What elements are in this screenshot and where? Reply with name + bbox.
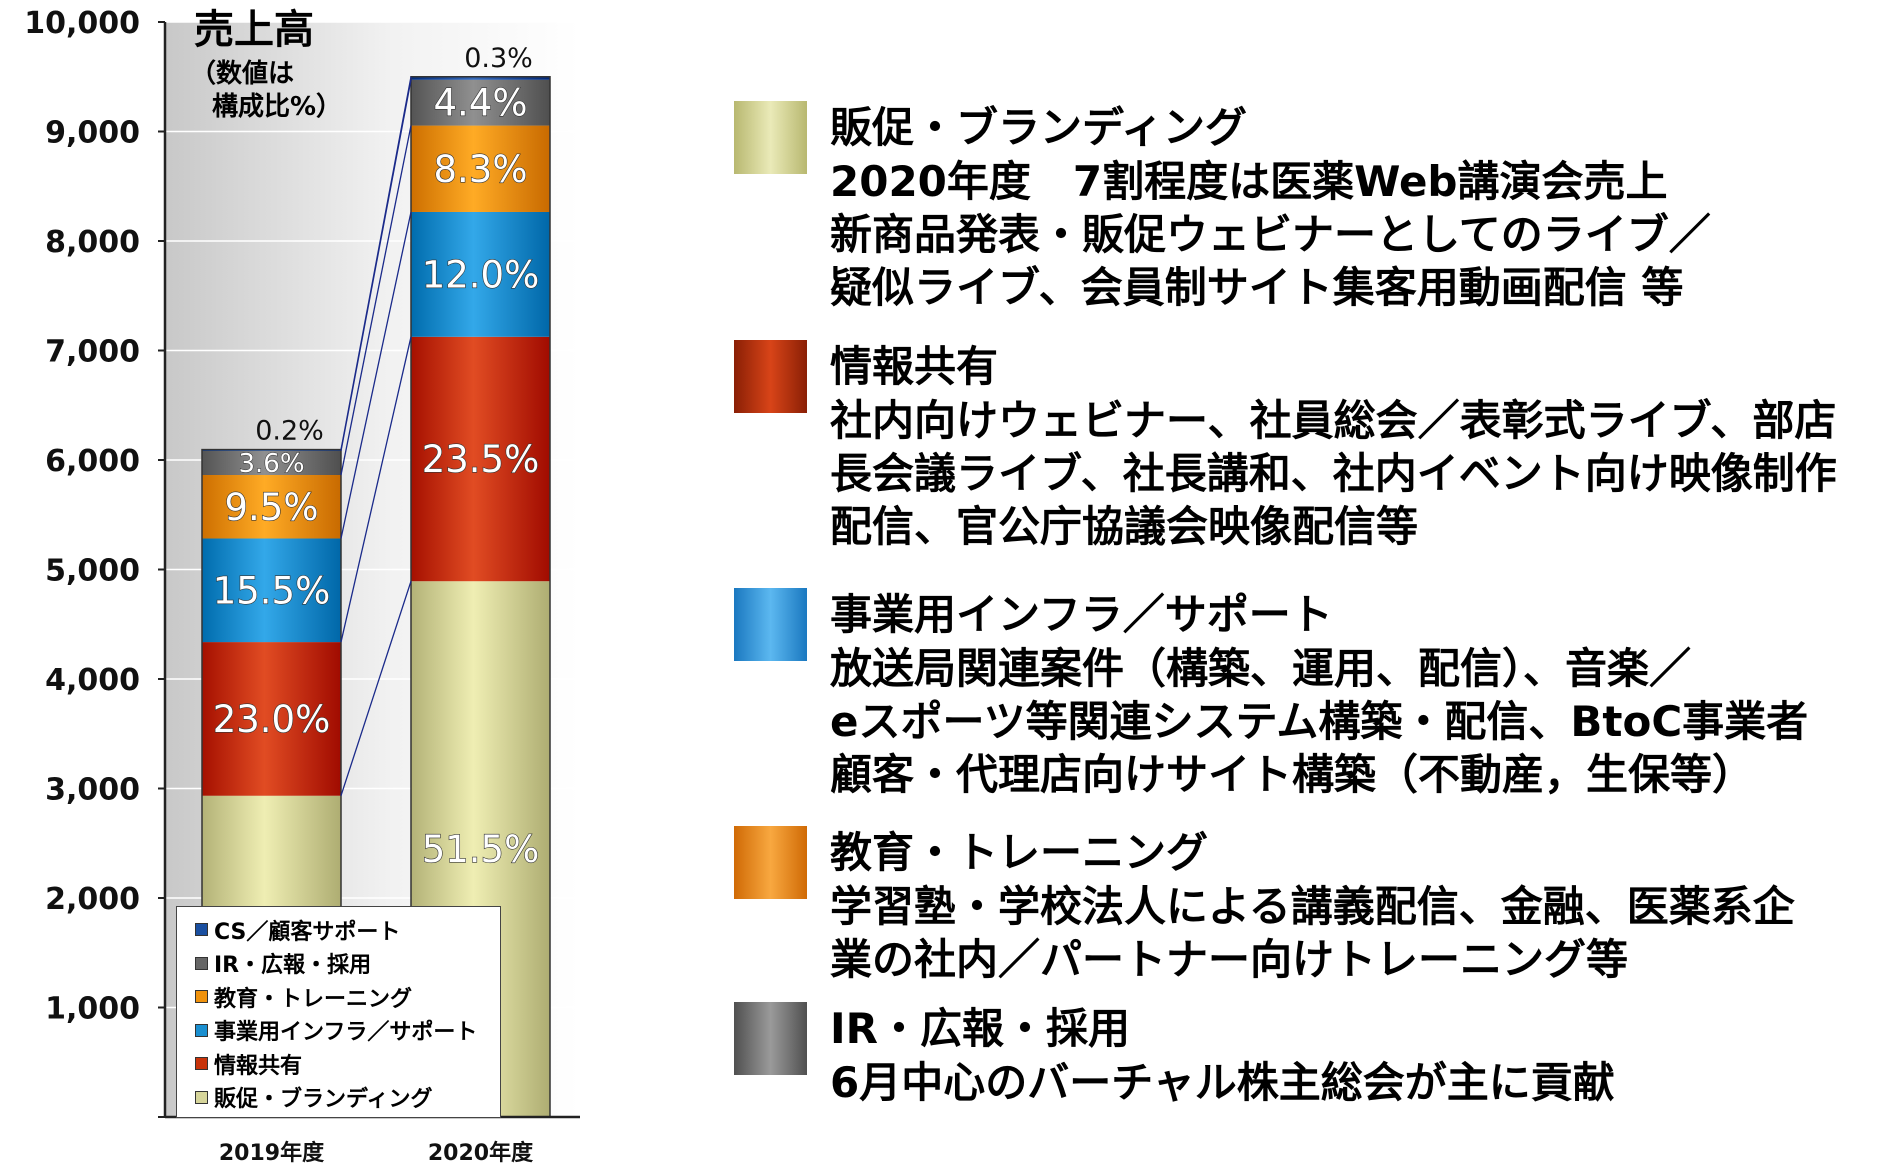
legend-label: IR・広報・採用 bbox=[214, 953, 372, 979]
category-text: 情報共有 社内向けウェビナー、社員総会／表彰式ライブ、部店 長会議ライブ、社長講… bbox=[830, 340, 1890, 553]
category-descriptions: 販促・ブランディング 2020年度 7割程度は医薬Web講演会売上 新商品発表・… bbox=[734, 0, 1894, 1169]
legend-label: 事業用インフラ／サポート bbox=[214, 1020, 478, 1046]
category-text: 事業用インフラ／サポート 放送局関連案件（構築、運用、配信）、音楽／ eスポーツ… bbox=[830, 588, 1890, 801]
category-text: 販促・ブランディング 2020年度 7割程度は医薬Web講演会売上 新商品発表・… bbox=[830, 101, 1890, 314]
legend-swatch bbox=[195, 923, 208, 937]
category-swatch bbox=[734, 101, 807, 174]
category-detail: 6月中心のバーチャル株主総会が主に貢献 bbox=[830, 1056, 1890, 1109]
bar-segment bbox=[411, 336, 550, 582]
legend-label: 教育・トレーニング bbox=[214, 986, 413, 1012]
category-swatch bbox=[734, 826, 807, 899]
bar-segment bbox=[411, 76, 550, 80]
y-axis: 1,000 2,000 3,000 4,000 5,000 6,000 7,000 8,000… bbox=[24, 6, 580, 1166]
y-tick-label: 1,000 bbox=[45, 992, 140, 1027]
connector-line bbox=[340, 336, 412, 643]
legend-item: 情報共有 bbox=[195, 1047, 492, 1081]
bar-segment bbox=[202, 450, 341, 476]
connector-line bbox=[340, 211, 412, 539]
percent-label: 12.0% bbox=[422, 253, 540, 296]
y-tick-label: 10,000 bbox=[24, 6, 140, 41]
y-tick-label: 4,000 bbox=[45, 663, 140, 698]
legend-swatch bbox=[195, 956, 208, 970]
category-swatch bbox=[734, 1002, 807, 1075]
connector-line bbox=[340, 125, 412, 476]
y-tick-label: 8,000 bbox=[45, 225, 140, 260]
legend-swatch bbox=[195, 1057, 208, 1071]
percent-label: 3.6% bbox=[238, 449, 304, 479]
detail-line: eスポーツ等関連システム構築・配信、BtoC事業者 bbox=[830, 697, 1809, 746]
connector-line bbox=[340, 76, 412, 450]
connector-lines bbox=[340, 76, 412, 796]
category-swatch bbox=[734, 340, 807, 413]
category-title: 事業用インフラ／サポート bbox=[830, 590, 1333, 639]
legend-label: 情報共有 bbox=[214, 1053, 303, 1079]
detail-line: 新商品発表・販促ウェビナーとしてのライブ／ bbox=[830, 210, 1711, 259]
detail-line: 疑似ライブ、会員制サイト集客用動画配信 等 bbox=[830, 263, 1684, 312]
bar-segment bbox=[202, 642, 341, 796]
legend-swatch bbox=[195, 990, 208, 1004]
chart-legend: CS／顧客サポート IR・広報・採用 教育・トレーニング 事業用インフラ／サポー… bbox=[176, 906, 501, 1118]
legend-item: 事業用インフラ／サポート bbox=[195, 1014, 492, 1048]
chart-title: 売上高 bbox=[194, 7, 314, 53]
category-detail: 2020年度 7割程度は医薬Web講演会売上 新商品発表・販促ウェビナーとしての… bbox=[830, 155, 1890, 314]
category-detail: 放送局関連案件（構築、運用、配信）、音楽／ eスポーツ等関連システム構築・配信、… bbox=[830, 642, 1890, 801]
category-detail: 学習塾・学校法人による講義配信、金融、医薬系企 業の社内／パートナー向けトレーニ… bbox=[830, 880, 1890, 986]
legend-item: CS／顧客サポート bbox=[195, 913, 492, 947]
detail-line: 業の社内／パートナー向けトレーニング等 bbox=[830, 935, 1629, 984]
chart-subtitle-line: 構成比%） bbox=[212, 91, 343, 122]
detail-line: 長会議ライブ、社長講和、社内イベント向け映像制作 bbox=[830, 449, 1837, 498]
category-text: 教育・トレーニング 学習塾・学校法人による講義配信、金融、医薬系企 業の社内／パ… bbox=[830, 826, 1890, 986]
legend-label: CS／顧客サポート bbox=[214, 919, 401, 945]
bar-segment bbox=[411, 79, 550, 126]
percent-label: 9.5% bbox=[225, 486, 319, 529]
detail-line: 社内向けウェビナー、社員総会／表彰式ライブ、部店 bbox=[830, 396, 1837, 445]
bar-segment bbox=[202, 538, 341, 643]
data-labels: 48.1%23.0%15.5%9.5%3.6%0.2%51.5%23.5%12.… bbox=[212, 43, 540, 979]
legend-swatch bbox=[195, 1090, 208, 1104]
connector-line bbox=[340, 581, 412, 796]
detail-line: 学習塾・学校法人による講義配信、金融、医薬系企 bbox=[830, 882, 1795, 931]
detail-line: 放送局関連案件（構築、運用、配信）、音楽／ bbox=[830, 644, 1692, 693]
detail-line: 2020年度 7割程度は医薬Web講演会売上 bbox=[830, 157, 1668, 206]
category-detail: 社内向けウェビナー、社員総会／表彰式ライブ、部店 長会議ライブ、社長講和、社内イ… bbox=[830, 394, 1890, 553]
x-tick-label: 2020年度 bbox=[428, 1140, 534, 1166]
legend-item: 販促・ブランディング bbox=[195, 1081, 492, 1115]
y-tick-label: 3,000 bbox=[45, 773, 140, 808]
y-tick-label: 6,000 bbox=[45, 444, 140, 479]
category-text: IR・広報・採用 6月中心のバーチャル株主総会が主に貢献 bbox=[830, 1002, 1890, 1109]
percent-label: 0.2% bbox=[255, 416, 324, 447]
percent-label: 51.5% bbox=[422, 828, 540, 871]
chart-subtitle-line: （数値は bbox=[190, 59, 295, 89]
y-tick-label: 9,000 bbox=[45, 116, 140, 151]
legend-item: 教育・トレーニング bbox=[195, 980, 492, 1014]
percent-label: 15.5% bbox=[213, 569, 331, 612]
detail-line: 顧客・代理店向けサイト構築（不動産，生保等） bbox=[830, 750, 1755, 799]
percent-label: 8.3% bbox=[434, 148, 528, 191]
legend-swatch bbox=[195, 1023, 208, 1037]
percent-label: 23.5% bbox=[422, 438, 540, 481]
category-title: 情報共有 bbox=[830, 342, 999, 391]
percent-label: 4.4% bbox=[434, 82, 528, 125]
percent-label: 0.3% bbox=[464, 43, 533, 74]
y-tick-label: 5,000 bbox=[45, 554, 140, 589]
category-swatch bbox=[734, 588, 807, 661]
detail-line: 配信、官公庁協議会映像配信等 bbox=[830, 502, 1419, 551]
bar-segment bbox=[202, 475, 341, 539]
category-title: 教育・トレーニング bbox=[830, 828, 1209, 877]
bar-segment bbox=[411, 211, 550, 337]
legend-label: 販促・ブランディング bbox=[214, 1087, 433, 1113]
legend-item: IR・広報・採用 bbox=[195, 947, 492, 981]
y-tick-label: 2,000 bbox=[45, 882, 140, 917]
percent-label: 23.0% bbox=[213, 698, 331, 741]
category-title: 販促・ブランディング bbox=[830, 103, 1248, 152]
detail-line: 6月中心のバーチャル株主総会が主に貢献 bbox=[830, 1058, 1615, 1107]
category-title: IR・広報・採用 bbox=[830, 1004, 1130, 1053]
y-tick-label: 7,000 bbox=[45, 335, 140, 370]
bar-segment bbox=[411, 125, 550, 212]
chart-subtitle: （数値は 構成比%） bbox=[190, 58, 390, 123]
x-tick-label: 2019年度 bbox=[219, 1140, 325, 1166]
